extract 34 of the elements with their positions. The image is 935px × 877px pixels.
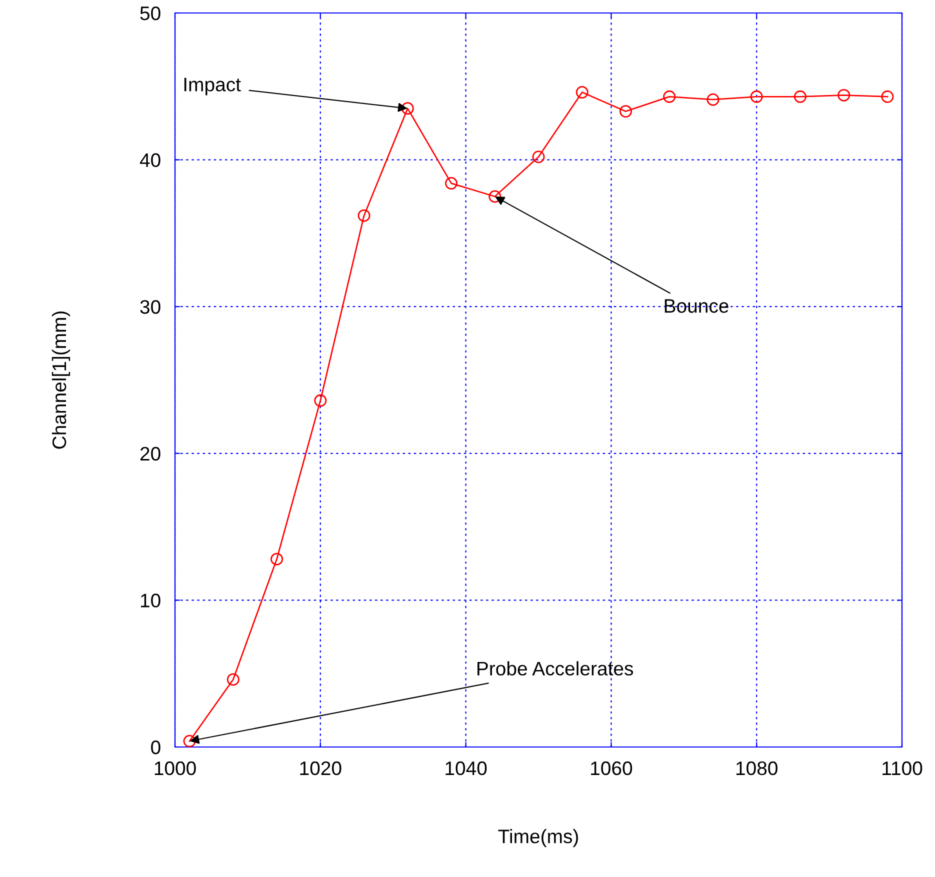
point [663,90,676,103]
y-tick-label: 10 [140,594,160,608]
y-tick-label: 20 [140,446,160,461]
annotation: Impact [184,78,241,96]
x-tick-label: 1020 [300,761,342,776]
x-axis-title: Time(ms) [498,829,578,848]
point [619,105,632,118]
x-tick-label: 1080 [736,761,778,776]
x-tick-label: 1040 [446,761,487,776]
y-axis-title: Channel[1](mm) [52,312,70,449]
point [838,88,850,102]
point [576,86,588,99]
point [270,552,284,566]
point [488,190,502,203]
point [532,150,545,164]
point [445,177,458,190]
point [750,90,763,103]
x-tick-label: 1060 [591,761,632,776]
point [401,102,414,115]
annotation: Probe Accelerates [478,661,634,676]
x-tick-label: 1100 [882,761,922,776]
point [183,734,196,747]
y-tick-label: 50 [140,6,160,20]
point [706,93,720,106]
point [358,209,370,222]
point [794,90,806,103]
annotation: Bounce [664,299,728,313]
y-tick-label: 30 [140,300,160,314]
point [881,90,894,103]
y-tick-label: 40 [140,153,160,168]
y-tick-label: 0 [151,740,160,754]
x-tick-label: 1000 [154,761,196,776]
point [226,673,240,686]
point [314,394,327,407]
